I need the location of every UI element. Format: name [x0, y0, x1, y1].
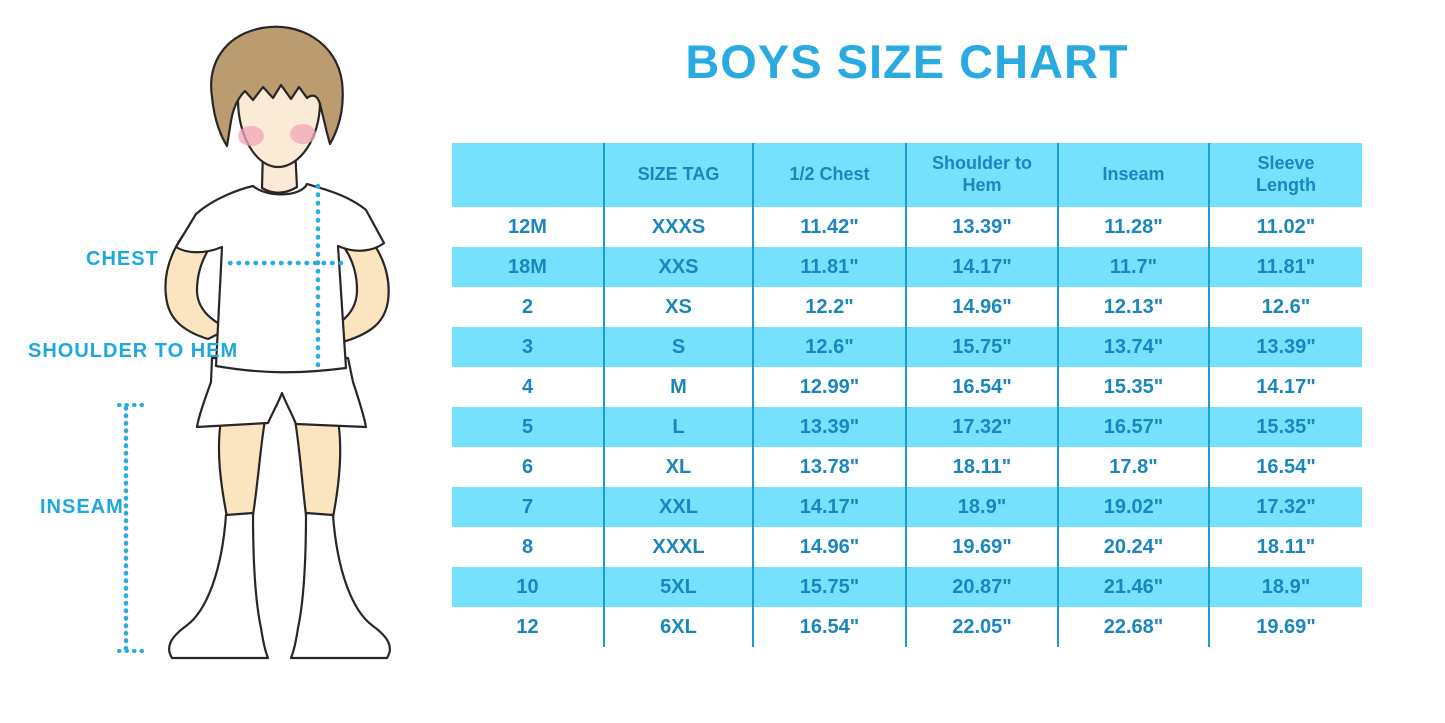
measurement-cell: 20.24" [1057, 527, 1208, 567]
row-size-label: 10 [452, 567, 603, 607]
measurement-cell: 17.8" [1057, 447, 1208, 487]
row-size-label: 12 [452, 607, 603, 647]
column-header: SIZE TAG [603, 143, 752, 207]
shoulder-to-hem-label: SHOULDER TO HEM [28, 340, 239, 362]
measurement-cell: 21.46" [1057, 567, 1208, 607]
row-size-label: 8 [452, 527, 603, 567]
left-leg [217, 418, 267, 519]
measurement-cell: 15.35" [1057, 367, 1208, 407]
measurement-cell: 18.9" [1208, 567, 1362, 607]
shorts [195, 356, 368, 429]
measurement-cell: 18.11" [1208, 527, 1362, 567]
size-table: SIZE TAG 1/2 Chest Shoulder to Hem Inseam Sl… [452, 143, 1362, 647]
measurement-cell: 13.39" [1208, 327, 1362, 367]
measurement-cell: 16.54" [1208, 447, 1362, 487]
column-header: Sleeve Length [1208, 143, 1362, 207]
measurement-cell: XXL [603, 487, 752, 527]
measurement-cell: 6XL [603, 607, 752, 647]
measurement-cell: 12.99" [752, 367, 905, 407]
page-title: BOYS SIZE CHART [685, 35, 1129, 88]
measurement-cell: 14.96" [905, 287, 1057, 327]
row-size-label: 12M [452, 207, 603, 247]
measurement-cell: 13.74" [1057, 327, 1208, 367]
column-header: Shoulder to Hem [905, 143, 1057, 207]
left-blush [238, 126, 264, 146]
measurement-cell: M [603, 367, 752, 407]
row-size-label: 7 [452, 487, 603, 527]
measurement-cell: 11.81" [1208, 247, 1362, 287]
left-sock [168, 511, 270, 660]
measurement-cell: 20.87" [905, 567, 1057, 607]
hair [210, 25, 344, 148]
row-size-label: 3 [452, 327, 603, 367]
row-size-label: 6 [452, 447, 603, 487]
measurement-cell: 14.17" [752, 487, 905, 527]
measurement-cell: 14.17" [905, 247, 1057, 287]
column-header [452, 143, 603, 207]
measurement-cell: XL [603, 447, 752, 487]
measurement-cell: 12.6" [752, 327, 905, 367]
measurement-cell: 16.54" [905, 367, 1057, 407]
measurement-cell: 12.2" [752, 287, 905, 327]
right-leg [293, 418, 342, 519]
measurement-cell: L [603, 407, 752, 447]
measurement-cell: 18.11" [905, 447, 1057, 487]
measurement-cell: XXXS [603, 207, 752, 247]
measurement-cell: 13.39" [905, 207, 1057, 247]
measurement-cell: XXXL [603, 527, 752, 567]
column-header: 1/2 Chest [752, 143, 905, 207]
measurement-cell: 16.57" [1057, 407, 1208, 447]
right-sock [289, 511, 391, 660]
row-size-label: 2 [452, 287, 603, 327]
measurement-cell: 12.6" [1208, 287, 1362, 327]
measurement-cell: 12.13" [1057, 287, 1208, 327]
measurement-cell: 19.69" [1208, 607, 1362, 647]
measurement-cell: 17.32" [1208, 487, 1362, 527]
measurement-cell: 15.75" [905, 327, 1057, 367]
t-shirt [174, 182, 386, 374]
measurement-cell: 13.39" [752, 407, 905, 447]
measurement-cell: 14.17" [1208, 367, 1362, 407]
measurement-cell: 19.02" [1057, 487, 1208, 527]
column-header: Inseam [1057, 143, 1208, 207]
measurement-cell: 11.28" [1057, 207, 1208, 247]
measurement-cell: 13.78" [752, 447, 905, 487]
inseam-label: INSEAM [40, 496, 124, 518]
right-arm [325, 220, 390, 343]
measurement-cell: 15.75" [752, 567, 905, 607]
measurement-cell: 22.05" [905, 607, 1057, 647]
measurement-cell: 11.42" [752, 207, 905, 247]
measurement-cell: 18.9" [905, 487, 1057, 527]
measurement-cell: S [603, 327, 752, 367]
row-size-label: 4 [452, 367, 603, 407]
row-size-label: 18M [452, 247, 603, 287]
measurement-cell: 11.02" [1208, 207, 1362, 247]
measurement-cell: XXS [603, 247, 752, 287]
right-blush [290, 124, 316, 144]
measurement-cell: 19.69" [905, 527, 1057, 567]
measurement-cell: 14.96" [752, 527, 905, 567]
chest-label: CHEST [86, 248, 159, 270]
measurement-cell: 11.81" [752, 247, 905, 287]
measurement-cell: XS [603, 287, 752, 327]
boy-illustration [117, 25, 391, 660]
measurement-cell: 5XL [603, 567, 752, 607]
measurement-cell: 15.35" [1208, 407, 1362, 447]
row-size-label: 5 [452, 407, 603, 447]
measurement-cell: 17.32" [905, 407, 1057, 447]
measurement-cell: 22.68" [1057, 607, 1208, 647]
measurement-cell: 11.7" [1057, 247, 1208, 287]
measurement-cell: 16.54" [752, 607, 905, 647]
